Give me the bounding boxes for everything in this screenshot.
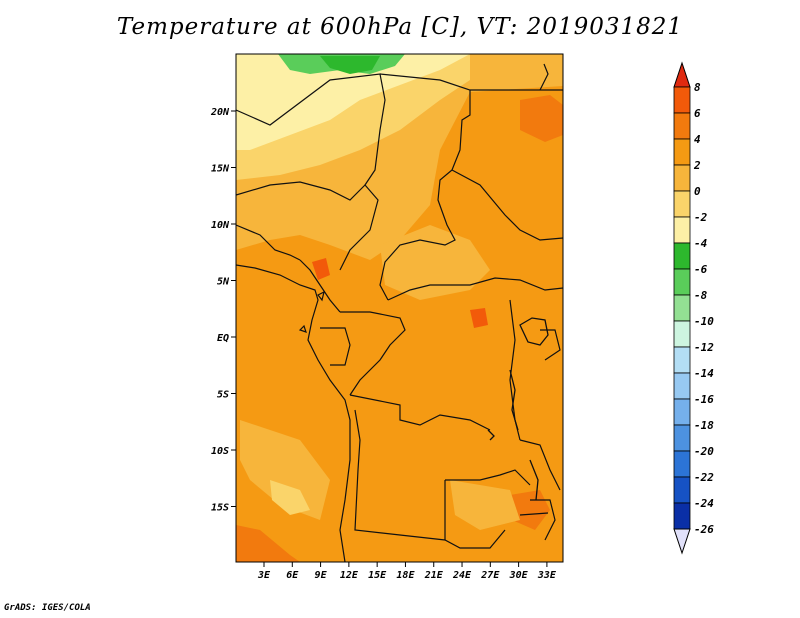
colorbar-swatch bbox=[673, 164, 691, 192]
coastlines bbox=[236, 63, 549, 562]
colorbar-label: -12 bbox=[694, 341, 714, 354]
colorbar-top-arrow bbox=[673, 61, 691, 88]
lon-label: 27E bbox=[480, 570, 500, 581]
lat-label: EQ bbox=[217, 333, 229, 344]
colorbar-swatch bbox=[673, 112, 691, 140]
latitude-axis: 20N 15N 10N 5N EQ 5S 10S 15S bbox=[210, 107, 236, 514]
colorbar-swatch bbox=[673, 424, 691, 452]
lat-label: 5N bbox=[217, 277, 230, 288]
colorbar-label: 6 bbox=[694, 107, 701, 120]
cool-patch-south bbox=[450, 480, 520, 530]
colorbar-swatch bbox=[673, 450, 691, 478]
cool-region-center bbox=[380, 225, 490, 300]
colorbar-label: -8 bbox=[694, 289, 708, 302]
colorbar-swatch bbox=[673, 86, 691, 114]
lat-label: 10N bbox=[211, 220, 230, 231]
temperature-field bbox=[236, 54, 563, 562]
cooler-patch-southwest bbox=[270, 480, 310, 515]
lon-label: 33E bbox=[537, 570, 557, 581]
lon-label: 12E bbox=[340, 570, 359, 581]
colorbar-swatch bbox=[673, 216, 691, 244]
coolest-band-north bbox=[236, 54, 470, 150]
map-frame bbox=[235, 53, 564, 563]
colorbar-label: -26 bbox=[694, 523, 714, 536]
colorbar-label: 4 bbox=[694, 133, 701, 146]
colorbar-swatch bbox=[673, 242, 691, 270]
colorbar-swatch bbox=[673, 294, 691, 322]
colorbar-label: -6 bbox=[694, 263, 708, 276]
warm-patch-west bbox=[312, 258, 330, 280]
colorbar-swatch bbox=[673, 502, 691, 530]
lon-label: 30E bbox=[509, 570, 529, 581]
map-title: Temperature at 600hPa [C], VT: 201903182… bbox=[116, 14, 684, 40]
lon-label: 6E bbox=[286, 570, 299, 581]
colorbar: 8 6 4 2 0 -2 -4 -6 -8 -10 -12 -14 -16 -18 -20 -22 -24 -26 bbox=[673, 61, 714, 555]
colorbar-swatch bbox=[673, 320, 691, 348]
green-core bbox=[320, 56, 380, 74]
lat-label: 15S bbox=[211, 503, 229, 514]
colorbar-label: -18 bbox=[694, 419, 714, 432]
warm-patch-southwest bbox=[236, 525, 300, 562]
lon-label: 3E bbox=[257, 570, 271, 581]
colorbar-swatch bbox=[673, 476, 691, 504]
colorbar-label: 0 bbox=[694, 185, 701, 198]
lon-label: 18E bbox=[396, 570, 415, 581]
colorbar-swatch bbox=[673, 398, 691, 426]
credit-label: GrADS: IGES/COLA bbox=[4, 603, 91, 613]
warm-patch-east bbox=[470, 308, 488, 328]
lakes bbox=[487, 317, 549, 516]
colorbar-label: -10 bbox=[694, 315, 714, 328]
lon-label: 15E bbox=[368, 570, 387, 581]
colorbar-label: -16 bbox=[694, 393, 714, 406]
colorbar-bottom-arrow bbox=[673, 528, 691, 555]
country-boundaries bbox=[236, 73, 563, 549]
lon-label: 24E bbox=[452, 570, 472, 581]
colorbar-label: -20 bbox=[694, 445, 714, 458]
colorbar-label: -4 bbox=[694, 237, 708, 250]
cool-patch-southwest bbox=[240, 420, 330, 520]
lon-label: 9E bbox=[315, 570, 328, 581]
colorbar-swatch bbox=[673, 346, 691, 374]
colorbar-label: -2 bbox=[694, 211, 708, 224]
longitude-axis: 3E 6E 9E 12E 15E 18E 21E 24E 27E 30E 33E bbox=[257, 562, 557, 581]
lat-label: 10S bbox=[211, 446, 229, 457]
colorbar-label: -14 bbox=[694, 367, 714, 380]
lat-label: 15N bbox=[211, 164, 230, 175]
colorbar-label: 8 bbox=[694, 81, 701, 94]
colorbar-swatch bbox=[673, 372, 691, 400]
colorbar-label: -24 bbox=[694, 497, 714, 510]
colorbar-swatch bbox=[673, 190, 691, 218]
colorbar-swatch bbox=[673, 138, 691, 166]
colorbar-label: 2 bbox=[693, 159, 701, 172]
lon-label: 21E bbox=[424, 570, 444, 581]
warm-patch-northeast bbox=[520, 95, 563, 142]
colorbar-label: -22 bbox=[694, 471, 714, 484]
lat-label: 20N bbox=[210, 107, 230, 118]
colorbar-swatch bbox=[673, 268, 691, 296]
lat-label: 5S bbox=[217, 390, 229, 401]
